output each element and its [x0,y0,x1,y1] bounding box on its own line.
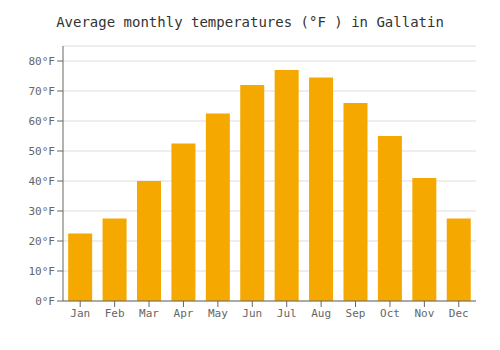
svg-text:80°F: 80°F [29,55,56,68]
svg-text:20°F: 20°F [29,235,56,248]
svg-text:Oct: Oct [380,307,400,320]
svg-text:10°F: 10°F [29,265,56,278]
html-text:Average monthly temperatures (: Average monthly temperatures (°F ) in Ga… [56,14,444,30]
svg-text:Nov: Nov [414,307,434,320]
svg-text:Dec: Dec [449,307,469,320]
svg-text:Jan: Jan [70,307,90,320]
svg-text:May: May [208,307,228,320]
svg-text:Jun: Jun [242,307,262,320]
svg-text:Sep: Sep [346,307,366,320]
svg-text:Mar: Mar [139,307,159,320]
svg-text:30°F: 30°F [29,205,56,218]
svg-text:40°F: 40°F [29,175,56,188]
svg-text:50°F: 50°F [29,145,56,158]
svg-text:Apr: Apr [174,307,194,320]
svg-text:Feb: Feb [105,307,125,320]
svg-text:Aug: Aug [311,307,331,320]
svg-text:70°F: 70°F [29,85,56,98]
svg-text:60°F: 60°F [29,115,56,128]
svg-text:Jul: Jul [277,307,297,320]
svg-text:0°F: 0°F [35,295,55,308]
